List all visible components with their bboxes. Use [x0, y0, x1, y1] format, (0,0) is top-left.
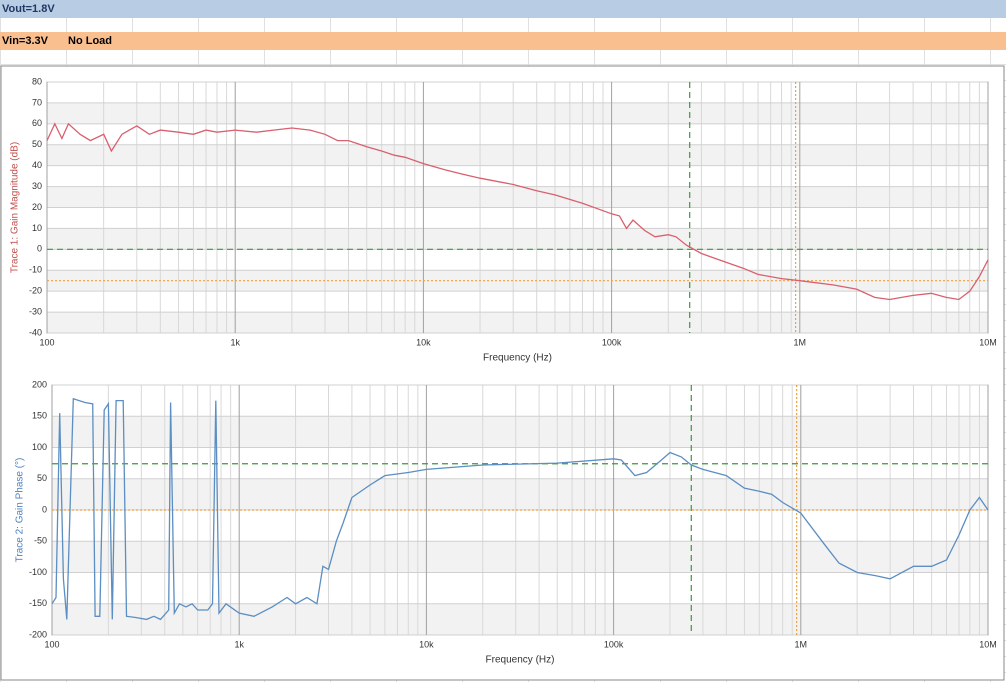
grid-band	[47, 228, 988, 250]
x-tick-label: 1k	[234, 639, 244, 649]
x-tick-label: 1M	[795, 639, 808, 649]
x-tick-label: 100	[44, 639, 59, 649]
grid-band	[47, 270, 988, 292]
x-tick-label: 10M	[979, 337, 997, 347]
y-tick-label: 30	[32, 181, 42, 191]
grid-band	[52, 603, 988, 635]
series-line	[51, 397, 989, 621]
load-label: No Load	[68, 35, 112, 47]
grid-band	[47, 186, 988, 208]
vout-label: Vout=1.8V	[2, 3, 55, 15]
y-axis-label: Trace 2: Gain Phase (°)	[15, 458, 26, 563]
y-tick-label: 60	[32, 118, 42, 128]
grid-band	[52, 478, 988, 510]
y-tick-label: 0	[37, 244, 42, 254]
header-row: Vout=1.8V	[0, 0, 1006, 18]
x-tick-label: 10M	[979, 639, 997, 649]
x-tick-label: 10k	[419, 639, 434, 649]
y-tick-label: 150	[32, 411, 47, 421]
y-tick-label: -50	[34, 536, 47, 546]
x-tick-label: 1k	[230, 337, 240, 347]
x-tick-label: 1M	[794, 337, 807, 347]
y-tick-label: 0	[42, 504, 47, 514]
header-row: Vin=3.3V No Load	[0, 32, 1006, 50]
x-tick-label: 100k	[604, 639, 624, 649]
x-axis-label: Frequency (Hz)	[483, 353, 552, 364]
grid-band	[52, 416, 988, 448]
y-tick-label: 80	[32, 76, 42, 86]
y-tick-label: -30	[29, 306, 42, 316]
series-line	[46, 122, 989, 301]
y-tick-label: -40	[29, 327, 42, 337]
y-tick-label: -150	[29, 598, 47, 608]
x-tick-label: 100	[39, 337, 54, 347]
x-tick-label: 100k	[602, 337, 622, 347]
x-axis-label: Frequency (Hz)	[486, 655, 555, 666]
y-tick-label: 50	[37, 473, 47, 483]
vin-label: Vin=3.3V	[2, 35, 48, 47]
y-tick-label: 100	[32, 442, 47, 452]
grid-band	[47, 312, 988, 333]
y-tick-label: 20	[32, 202, 42, 212]
y-tick-label: -100	[29, 567, 47, 577]
y-tick-label: -20	[29, 286, 42, 296]
y-tick-label: -200	[29, 629, 47, 639]
y-tick-label: 50	[32, 139, 42, 149]
y-tick-label: 70	[32, 97, 42, 107]
grid-band	[47, 102, 988, 124]
grid-band	[47, 144, 988, 166]
y-tick-label: 200	[32, 379, 47, 389]
x-tick-label: 10k	[416, 337, 431, 347]
y-axis-label: Trace 1: Gain Magnitude (dB)	[10, 142, 21, 273]
y-tick-label: -10	[29, 265, 42, 275]
y-tick-label: 10	[32, 223, 42, 233]
y-tick-label: 40	[32, 160, 42, 170]
grid-band	[52, 541, 988, 573]
